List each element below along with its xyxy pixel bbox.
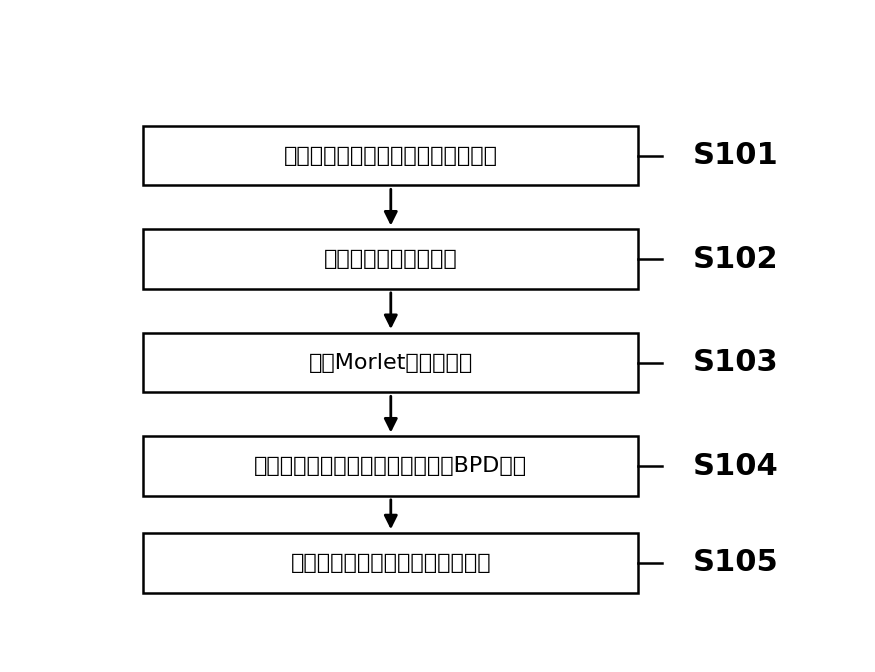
Text: 用分裂增广拉格朗日收缩算法求解BPD模型: 用分裂增广拉格朗日收缩算法求解BPD模型	[255, 456, 528, 476]
Text: 创建Morlet小波基字典: 创建Morlet小波基字典	[309, 353, 473, 373]
Text: S105: S105	[693, 548, 779, 577]
Text: S102: S102	[693, 245, 778, 274]
Text: S103: S103	[693, 348, 778, 377]
Text: S101: S101	[693, 141, 779, 170]
Bar	[144, 533, 639, 593]
Text: 提取缺陷回波特征，实现缺陷定位: 提取缺陷回波特征，实现缺陷定位	[290, 553, 491, 573]
Bar	[144, 229, 639, 289]
Text: 建立信号稀疏表示模型: 建立信号稀疏表示模型	[324, 249, 458, 269]
Bar	[144, 333, 639, 392]
Text: 焊缝缺陷回波的测量，获得检测信号: 焊缝缺陷回波的测量，获得检测信号	[284, 146, 498, 166]
Bar	[144, 126, 639, 185]
Bar	[144, 436, 639, 496]
Text: S104: S104	[693, 452, 779, 480]
